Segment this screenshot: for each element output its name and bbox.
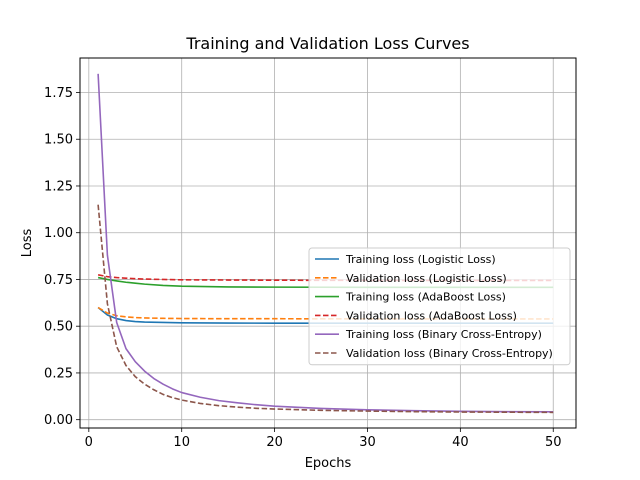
x-axis-label: Epochs	[305, 456, 352, 471]
x-tick-label: 40	[452, 435, 469, 450]
series-line-5	[97, 204, 554, 414]
legend-label: Validation loss (AdaBoost Loss)	[346, 309, 517, 322]
legend: Training loss (Logistic Loss) Validation …	[308, 247, 571, 366]
y-tick-label: 1.50	[44, 133, 73, 148]
x-tick-label: 10	[173, 435, 190, 450]
legend-label: Training loss (Binary Cross-Entropy)	[345, 328, 542, 341]
series-line-1	[97, 306, 554, 320]
y-tick-label: 0.75	[44, 273, 73, 288]
plot-area-frame	[79, 57, 577, 429]
legend-label: Validation loss (Binary Cross-Entropy)	[346, 347, 553, 360]
y-tick-label: 1.00	[44, 226, 73, 241]
series-line-4	[97, 73, 554, 413]
chart-title: Training and Validation Loss Curves	[185, 34, 469, 53]
legend-label: Training loss (AdaBoost Loss)	[345, 291, 506, 304]
y-tick-label: 1.25	[44, 179, 73, 194]
y-axis-label: Loss	[20, 229, 35, 258]
y-tick-label: 0.50	[44, 320, 73, 335]
x-tick-label: 0	[85, 435, 93, 450]
y-tick-label: 0.25	[44, 366, 73, 381]
series-line-3	[97, 273, 554, 282]
x-tick-label: 30	[359, 435, 376, 450]
legend-label: Validation loss (Logistic Loss)	[346, 272, 507, 285]
axis-ticks: 0 10 20 30 40 50 0.00 0.25 0.50 0.75 1.00 1.25 1.50 1…	[44, 86, 561, 450]
x-tick-label: 20	[266, 435, 283, 450]
y-tick-label: 0.00	[44, 413, 73, 428]
y-tick-label: 1.75	[44, 86, 73, 101]
x-tick-label: 50	[545, 435, 562, 450]
legend-box	[308, 247, 571, 366]
legend-label: Training loss (Logistic Loss)	[345, 253, 496, 266]
